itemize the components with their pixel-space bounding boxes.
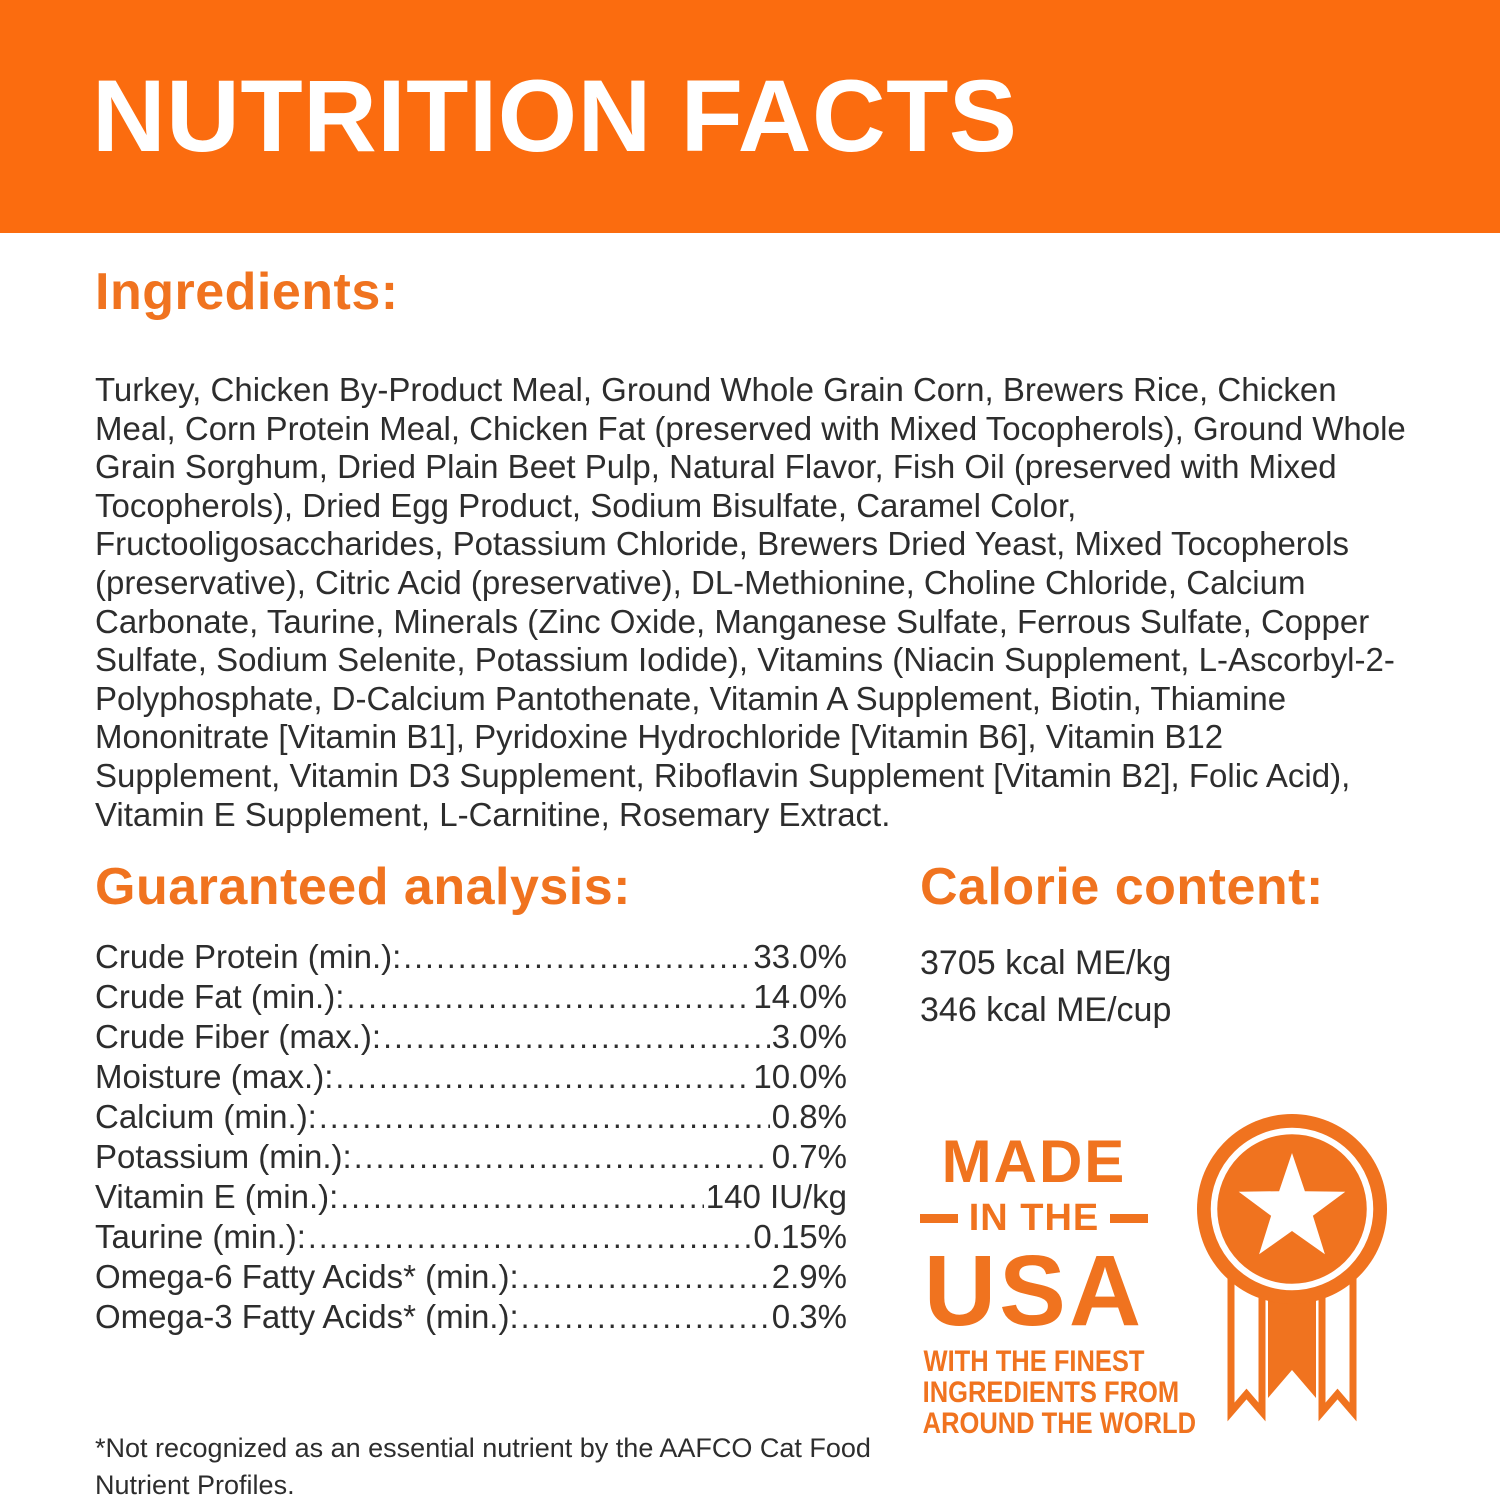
analysis-value: 14.0% <box>753 978 847 1015</box>
ingredients-heading: Ingredients: <box>95 263 399 321</box>
calorie-content-heading: Calorie content: <box>920 858 1324 916</box>
dash-right <box>1110 1214 1149 1223</box>
analysis-row: Omega-3 Fatty Acids* (min.): 0.3% <box>95 1298 847 1338</box>
dot-leader <box>335 1058 751 1096</box>
dot-leader <box>383 1018 770 1056</box>
award-ribbon-star-icon <box>1197 1114 1387 1422</box>
analysis-label: Vitamin E (min.): <box>95 1178 339 1215</box>
tagline-line: AROUND THE WORLD <box>922 1407 1197 1440</box>
analysis-label: Crude Protein (min.): <box>95 938 402 975</box>
usa-label: USA <box>923 1235 1145 1347</box>
analysis-row: Taurine (min.): 0.15% <box>95 1218 847 1258</box>
aafco-footnote: *Not recognized as an essential nutrient… <box>95 1433 871 1500</box>
analysis-value: 0.8% <box>771 1098 847 1135</box>
page-title: NUTRITION FACTS <box>92 59 1018 173</box>
made-label: MADE <box>941 1128 1127 1195</box>
dot-leader <box>340 1178 703 1216</box>
dot-leader <box>521 1258 770 1296</box>
analysis-row: Omega-6 Fatty Acids* (min.): 2.9% <box>95 1258 847 1298</box>
calorie-line-cup: 346 kcal ME/cup <box>920 991 1172 1029</box>
analysis-label: Omega-6 Fatty Acids* (min.): <box>95 1258 519 1295</box>
analysis-row: Vitamin E (min.): 140 IU/kg <box>95 1178 847 1218</box>
analysis-row: Crude Protein (min.): 33.0% <box>95 938 847 978</box>
guaranteed-analysis-heading: Guaranteed analysis: <box>95 858 631 916</box>
analysis-row: Crude Fiber (max.): 3.0% <box>95 1018 847 1058</box>
analysis-label: Omega-3 Fatty Acids* (min.): <box>95 1298 519 1335</box>
in-the-row: IN THE <box>903 1197 1165 1240</box>
analysis-row: Crude Fat (min.): 14.0% <box>95 978 847 1018</box>
dot-leader <box>354 1138 770 1176</box>
header-banner: NUTRITION FACTS <box>0 0 1500 233</box>
analysis-value: 0.3% <box>771 1298 847 1335</box>
made-in-usa-block: MADE IN THE USA WITH THE FINEST INGREDIE… <box>903 1128 1197 1440</box>
analysis-row: Calcium (min.): 0.8% <box>95 1098 847 1138</box>
analysis-value: 33.0% <box>753 938 847 975</box>
analysis-label: Crude Fiber (max.): <box>95 1018 382 1055</box>
analysis-value: 140 IU/kg <box>705 1178 847 1215</box>
guaranteed-analysis-table: Crude Protein (min.): 33.0% Crude Fat (m… <box>95 938 847 1338</box>
analysis-value: 2.9% <box>771 1258 847 1295</box>
tagline-line: WITH THE FINEST <box>923 1345 1145 1378</box>
dot-leader <box>308 1218 752 1256</box>
analysis-value: 10.0% <box>753 1058 847 1095</box>
dot-leader <box>521 1298 770 1336</box>
analysis-label: Crude Fat (min.): <box>95 978 345 1015</box>
dash-left <box>919 1214 958 1223</box>
analysis-label: Taurine (min.): <box>95 1218 306 1255</box>
ingredients-text: Turkey, Chicken By-Product Meal, Ground … <box>95 371 1406 833</box>
analysis-label: Potassium (min.): <box>95 1138 352 1175</box>
analysis-row: Potassium (min.): 0.7% <box>95 1138 847 1178</box>
analysis-label: Calcium (min.): <box>95 1098 317 1135</box>
analysis-value: 3.0% <box>771 1018 847 1055</box>
analysis-label: Moisture (max.): <box>95 1058 334 1095</box>
analysis-value: 0.7% <box>771 1138 847 1175</box>
usa-tagline: WITH THE FINEST INGREDIENTS FROM AROUND … <box>922 1345 1197 1440</box>
in-the-label: IN THE <box>968 1197 1100 1239</box>
analysis-value: 0.15% <box>753 1218 847 1255</box>
calorie-content-values: 3705 kcal ME/kg 346 kcal ME/cup <box>920 940 1171 1034</box>
dot-leader <box>319 1098 770 1136</box>
dot-leader <box>346 978 751 1016</box>
tagline-line: INGREDIENTS FROM <box>922 1376 1180 1409</box>
analysis-row: Moisture (max.): 10.0% <box>95 1058 847 1098</box>
calorie-line-kg: 3705 kcal ME/kg <box>920 944 1172 982</box>
dot-leader <box>403 938 751 976</box>
star-icon <box>1238 1153 1346 1255</box>
medal-ring <box>1210 1127 1374 1291</box>
